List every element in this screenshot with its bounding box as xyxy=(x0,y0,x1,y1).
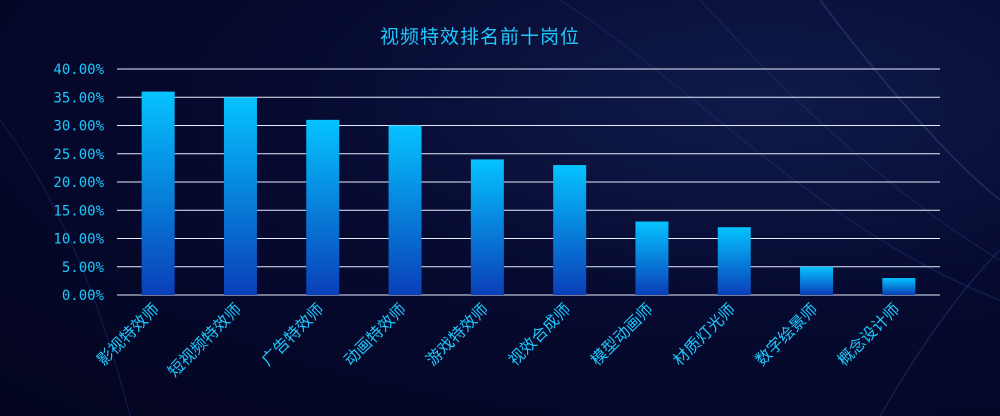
bars xyxy=(141,91,916,295)
x-category-label: 游戏特效师 xyxy=(422,299,492,369)
y-tick-label: 30.00% xyxy=(53,119,104,135)
bar xyxy=(553,165,587,295)
y-tick-label: 0.00% xyxy=(62,288,105,304)
x-category-label: 材质灯光师 xyxy=(669,299,739,369)
chart-title: 视频特效排名前十岗位 xyxy=(379,26,580,48)
y-tick-label: 15.00% xyxy=(53,203,104,219)
bar xyxy=(800,266,834,295)
bar xyxy=(141,91,175,295)
bar xyxy=(635,221,669,295)
y-tick-label: 10.00% xyxy=(53,232,104,248)
x-axis-labels: 影视特效师 短视频特效师 广告特效师 动画特效师 游戏特效师 视效合成师 模型动画师 材质灯光… xyxy=(93,299,904,380)
bar xyxy=(882,278,916,295)
bar xyxy=(306,119,340,295)
x-category-label: 模型动画师 xyxy=(587,299,657,369)
y-tick-label: 20.00% xyxy=(53,175,104,191)
bar xyxy=(388,125,422,295)
x-category-label: 概念设计师 xyxy=(834,299,904,369)
y-tick-label: 35.00% xyxy=(53,90,104,106)
x-category-label: 动画特效师 xyxy=(340,299,410,369)
y-tick-label: 25.00% xyxy=(53,147,104,163)
x-category-label: 短视频特效师 xyxy=(164,299,245,380)
bar xyxy=(717,227,751,295)
y-axis-ticks: 0.00% 5.00% 10.00% 15.00% 20.00% 25.00% 30.00%… xyxy=(53,62,104,304)
x-category-label: 数字绘景师 xyxy=(751,299,821,369)
x-category-label: 影视特效师 xyxy=(93,299,163,369)
bar xyxy=(223,97,257,295)
y-tick-label: 5.00% xyxy=(62,260,105,276)
bar xyxy=(470,159,504,295)
y-tick-label: 40.00% xyxy=(53,62,104,78)
x-category-label: 广告特效师 xyxy=(258,299,328,369)
x-category-label: 视效合成师 xyxy=(504,299,574,369)
